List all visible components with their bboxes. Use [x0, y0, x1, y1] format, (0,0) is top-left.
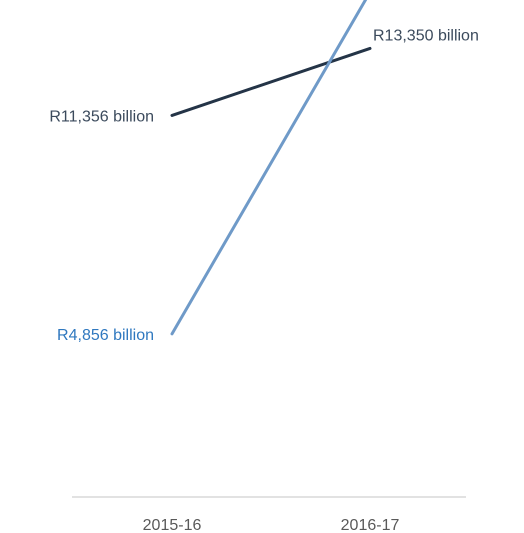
- data-label: R13,350 billion: [373, 27, 479, 44]
- data-label: R4,856 billion: [57, 327, 154, 344]
- series-group: R11,356 billion R13,350 billion R4,856 bil…: [49, 0, 479, 344]
- x-tick-label: 2016-17: [341, 517, 400, 533]
- x-tick-label: 2015-16: [143, 517, 202, 533]
- x-tick-labels: 2015-16 2016-17: [143, 517, 400, 533]
- series-line: [170, 46, 372, 117]
- series-line: [170, 0, 368, 336]
- series: R4,856 billionR15,026 billion: [57, 0, 368, 344]
- data-label: R11,356 billion: [49, 108, 154, 125]
- series: R11,356 billion R13,350 billion: [49, 27, 479, 125]
